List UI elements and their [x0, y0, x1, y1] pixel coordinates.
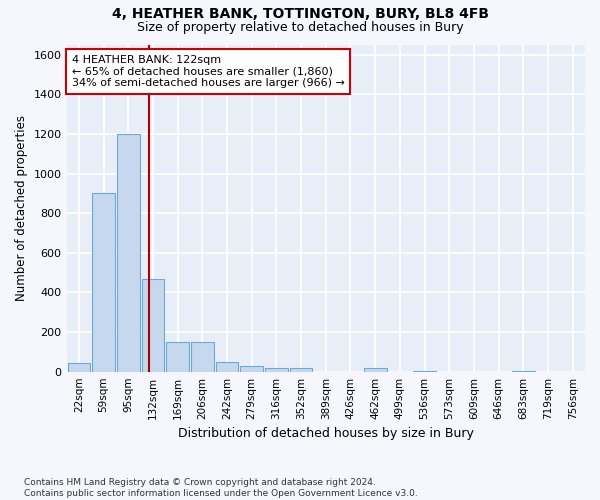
Bar [92, 194, 115, 372]
Bar [290, 368, 313, 372]
X-axis label: Distribution of detached houses by size in Bury: Distribution of detached houses by size … [178, 427, 474, 440]
Bar [413, 370, 436, 372]
Bar [215, 362, 238, 372]
Bar [241, 366, 263, 372]
Y-axis label: Number of detached properties: Number of detached properties [15, 116, 28, 302]
Bar [117, 134, 140, 372]
Text: Contains HM Land Registry data © Crown copyright and database right 2024.
Contai: Contains HM Land Registry data © Crown c… [24, 478, 418, 498]
Bar [166, 342, 189, 372]
Bar [265, 368, 288, 372]
Bar [68, 363, 90, 372]
Text: 4, HEATHER BANK, TOTTINGTON, BURY, BL8 4FB: 4, HEATHER BANK, TOTTINGTON, BURY, BL8 4… [112, 8, 488, 22]
Text: 4 HEATHER BANK: 122sqm
← 65% of detached houses are smaller (1,860)
34% of semi-: 4 HEATHER BANK: 122sqm ← 65% of detached… [72, 55, 344, 88]
Bar [142, 278, 164, 372]
Bar [364, 368, 386, 372]
Text: Size of property relative to detached houses in Bury: Size of property relative to detached ho… [137, 21, 463, 34]
Bar [512, 370, 535, 372]
Bar [191, 342, 214, 372]
